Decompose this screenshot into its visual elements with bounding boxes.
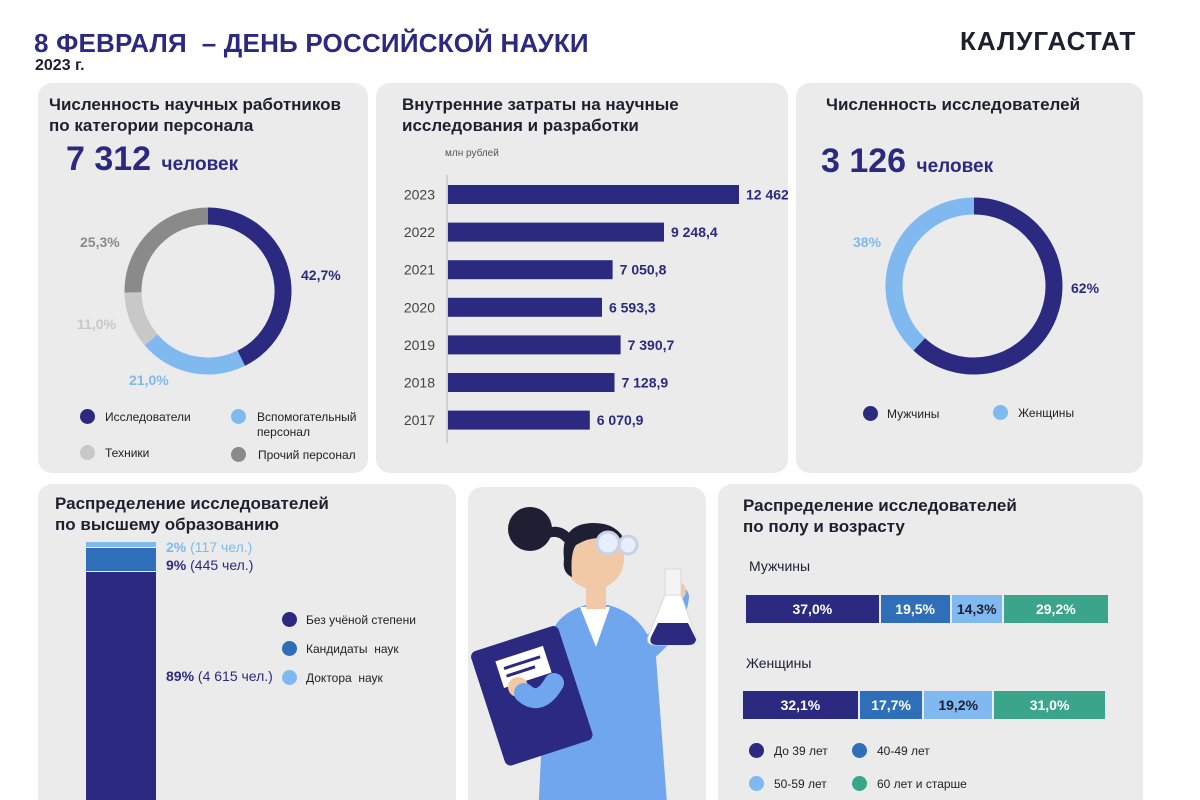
bar-year-label: 2022	[404, 224, 435, 240]
bar-value-label: 7 390,7	[628, 337, 675, 353]
legend-support: Вспомогательный персонал	[257, 410, 357, 439]
illustration-card	[468, 487, 706, 800]
education-label-candidates: 9% (445 чел.)	[166, 557, 254, 573]
legend-men: Мужчины	[887, 407, 940, 421]
researchers-pct-women: 38%	[853, 234, 882, 250]
costs-card: Внутренние затраты на научные исследован…	[376, 83, 788, 473]
legend-doctors-dot	[282, 670, 297, 685]
bar-year-label: 2019	[404, 337, 435, 353]
education-stacked-bar	[86, 542, 156, 800]
age-title: Распределение исследователей по полу и в…	[743, 496, 1017, 536]
age-segment: 31,0%	[994, 691, 1105, 719]
legend-age1: До 39 лет	[774, 744, 828, 758]
education-label-nodegree: 89% (4 615 чел.)	[166, 668, 273, 684]
legend-age1-dot	[749, 743, 764, 758]
age-women-label: Женщины	[746, 655, 812, 671]
legend-age3-dot	[749, 776, 764, 791]
donut-slice-women	[885, 197, 975, 351]
education-card: Распределение исследователей по высшему …	[38, 484, 456, 800]
legend-researchers: Исследователи	[105, 410, 191, 424]
cost-bar	[448, 297, 602, 317]
edu-bar-candidates	[86, 548, 156, 571]
legend-men-dot	[863, 406, 878, 421]
bar-value-label: 6 070,9	[597, 412, 644, 428]
legend-age3: 50-59 лет	[774, 777, 827, 791]
age-segment: 19,2%	[924, 691, 993, 719]
researchers-total: 3 126 человек	[821, 142, 994, 180]
age-segment: 17,7%	[859, 691, 923, 719]
researchers-donut	[885, 197, 1063, 375]
age-segment: 37,0%	[746, 595, 879, 623]
bar-year-label: 2017	[404, 412, 435, 428]
costs-title: Внутренние затраты на научные исследован…	[402, 95, 679, 135]
legend-age4: 60 лет и старше	[877, 777, 967, 791]
bar-value-label: 9 248,4	[671, 224, 718, 240]
workers-pct-technicians: 11,0%	[77, 316, 116, 332]
edu-bar-nodegree	[86, 572, 156, 800]
age-men-bar: 37,0% 19,5% 14,3% 29,2%	[746, 595, 1110, 623]
education-title: Распределение исследователей по высшему …	[55, 494, 329, 534]
donut-slice-support	[144, 334, 245, 375]
cost-bar	[448, 410, 590, 430]
legend-researchers-dot	[80, 409, 95, 424]
age-segment: 29,2%	[1003, 595, 1108, 623]
researchers-title: Численность исследователей	[826, 95, 1081, 114]
workers-total: 7 312 человек	[66, 140, 239, 178]
legend-technicians-dot	[80, 445, 95, 460]
legend-doctors: Доктора наук	[306, 671, 383, 685]
legend-support-dot	[231, 409, 246, 424]
cost-bar	[448, 185, 739, 204]
bar-year-label: 2021	[404, 262, 435, 278]
workers-donut	[124, 207, 292, 375]
cost-bar	[448, 260, 613, 280]
age-segment: 32,1%	[743, 691, 858, 719]
page-year: 2023 г.	[35, 57, 85, 74]
legend-women-dot	[993, 405, 1008, 420]
legend-age2: 40-49 лет	[877, 744, 930, 758]
costs-unit: млн рублей	[445, 148, 499, 159]
age-women-bar: 32,1% 17,7% 19,2% 31,0%	[743, 691, 1107, 719]
donut-slice-men	[913, 197, 1063, 375]
legend-age2-dot	[852, 743, 867, 758]
donut-slice-other	[124, 207, 209, 293]
edu-bar-doctors	[86, 542, 156, 547]
age-segment: 19,5%	[880, 595, 950, 623]
donut-slice-researchers	[207, 207, 292, 366]
costs-bar-chart: 2023 12 462,8 2022 9 248,4 2021 7 050,8 2020 6 …	[404, 175, 788, 443]
bar-year-label: 2018	[404, 375, 435, 391]
legend-candidates-dot	[282, 641, 297, 656]
bar-value-label: 12 462,8	[746, 187, 788, 203]
workers-pct-researchers: 42,7%	[301, 267, 341, 283]
bar-year-label: 2023	[404, 187, 435, 203]
workers-pct-support: 21,0%	[129, 372, 169, 388]
bar-year-label: 2020	[404, 299, 435, 315]
age-card: Распределение исследователей по полу и в…	[718, 484, 1143, 800]
legend-age4-dot	[852, 776, 867, 791]
researchers-card: Численность исследователей 3 126 человек…	[796, 83, 1143, 473]
legend-nodegree: Без учёной степени	[306, 613, 416, 627]
workers-pct-other: 25,3%	[80, 234, 120, 250]
bar-value-label: 7 050,8	[620, 262, 667, 278]
legend-technicians: Техники	[105, 446, 150, 460]
page-title: 8 ФЕВРАЛЯ – ДЕНЬ РОССИЙСКОЙ НАУКИ	[34, 28, 589, 58]
scientist-illustration	[471, 507, 698, 800]
age-segment: 14,3%	[951, 595, 1002, 623]
legend-candidates: Кандидаты наук	[306, 642, 399, 656]
bar-value-label: 6 593,3	[609, 299, 656, 315]
legend-other: Прочий персонал	[258, 448, 356, 462]
cost-bar	[448, 373, 615, 392]
education-label-doctors: 2% (117 чел.)	[166, 539, 253, 555]
donut-slice-technicians	[124, 291, 158, 346]
cost-bar	[448, 335, 621, 355]
bar-value-label: 7 128,9	[621, 375, 668, 391]
legend-other-dot	[231, 447, 246, 462]
age-men-label: Мужчины	[749, 558, 811, 574]
cost-bar	[448, 222, 664, 242]
workers-card: Численность научных работников по катего…	[38, 83, 368, 473]
workers-title: Численность научных работников по катего…	[49, 95, 342, 135]
legend-women: Женщины	[1018, 406, 1075, 420]
researchers-pct-men: 62%	[1071, 280, 1100, 296]
logo: КАЛУГАСТАТ	[960, 26, 1137, 56]
legend-nodegree-dot	[282, 612, 297, 627]
